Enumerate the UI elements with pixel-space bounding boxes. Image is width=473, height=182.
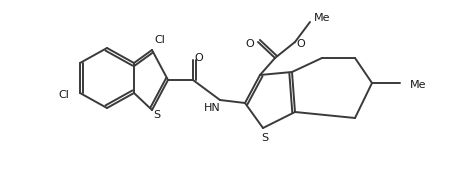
Text: S: S [262, 133, 269, 143]
Text: HN: HN [203, 103, 220, 113]
Text: Cl: Cl [155, 35, 166, 45]
Text: O: O [194, 53, 203, 63]
Text: Me: Me [410, 80, 427, 90]
Text: Me: Me [314, 13, 331, 23]
Text: O: O [297, 39, 306, 49]
Text: Cl: Cl [59, 90, 70, 100]
Text: O: O [245, 39, 254, 49]
Text: S: S [153, 110, 160, 120]
